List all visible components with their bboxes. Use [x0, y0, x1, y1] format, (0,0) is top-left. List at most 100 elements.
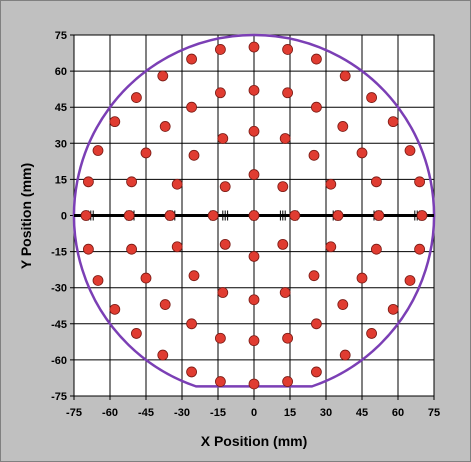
data-point [83, 176, 94, 188]
data-point [248, 125, 260, 137]
data-point [248, 335, 260, 347]
y-tick-label: -45 [51, 319, 67, 331]
data-point [248, 251, 260, 262]
data-point [387, 303, 399, 315]
data-point [164, 210, 176, 221]
data-point [188, 149, 200, 161]
data-point [186, 53, 198, 65]
y-tick-label: 75 [55, 30, 67, 42]
data-point [214, 87, 226, 99]
wafer-outline [72, 33, 436, 388]
data-point [214, 332, 226, 344]
data-point [356, 147, 368, 159]
data-point [248, 210, 260, 221]
data-point [157, 349, 169, 361]
y-tick-label: -30 [51, 283, 67, 295]
data-point [171, 178, 183, 190]
data-point [219, 238, 231, 250]
data-point [337, 299, 349, 310]
data-point [279, 133, 291, 144]
data-point [219, 181, 231, 193]
data-point [214, 376, 226, 387]
data-point [186, 318, 198, 330]
data-point [414, 176, 426, 188]
x-axis-title: X Position (mm) [201, 433, 308, 449]
data-point [123, 210, 135, 221]
data-point [248, 294, 260, 306]
data-point [130, 328, 142, 339]
data-point [366, 328, 378, 339]
y-tick-label: 45 [55, 102, 67, 114]
x-tick-label: 45 [356, 407, 368, 419]
data-point [289, 210, 301, 221]
data-point [248, 41, 260, 53]
x-tick-label: 60 [392, 407, 404, 419]
data-point [325, 241, 337, 253]
data-point [83, 243, 94, 255]
data-point [414, 243, 426, 255]
y-tick-label: -75 [51, 391, 67, 403]
data-point [404, 275, 416, 286]
data-point [356, 272, 368, 284]
data-point [140, 147, 152, 159]
data-point [126, 176, 138, 188]
x-tick-label: -60 [102, 407, 118, 419]
x-tick-label: 30 [320, 407, 332, 419]
x-tick-label: -15 [210, 407, 226, 419]
data-point [404, 145, 416, 156]
data-point [109, 116, 121, 128]
data-point [217, 133, 229, 144]
data-point [339, 70, 351, 82]
data-point [370, 176, 382, 188]
data-point [214, 44, 226, 55]
y-tick-label: 15 [55, 174, 67, 186]
data-point [159, 299, 171, 310]
data-points [80, 41, 428, 390]
x-tick-label: 15 [284, 407, 296, 419]
data-point [217, 287, 229, 298]
x-tick-label: -45 [138, 407, 154, 419]
data-point [109, 303, 121, 315]
data-point [159, 121, 171, 132]
x-tick-label: 75 [428, 407, 440, 419]
data-point [248, 378, 260, 390]
x-tick-label: -75 [66, 407, 82, 419]
data-point [387, 116, 399, 128]
data-point [310, 101, 322, 113]
data-point [207, 210, 219, 221]
data-point [186, 101, 198, 113]
data-point [310, 318, 322, 330]
data-point [248, 169, 260, 180]
x-tick-label: -30 [174, 407, 190, 419]
data-point [92, 275, 104, 286]
data-point [282, 332, 294, 344]
data-point [277, 238, 289, 250]
data-point [339, 349, 351, 361]
y-tick-label: 60 [55, 66, 67, 78]
data-point [370, 243, 382, 255]
data-point [366, 92, 378, 103]
data-point [373, 210, 385, 221]
data-point [416, 210, 428, 221]
data-point [248, 84, 260, 96]
data-point [157, 70, 169, 82]
data-point [130, 92, 142, 103]
data-point [282, 87, 294, 99]
x-tick-labels: -75 -60 -45 -30 -15 0 15 30 45 60 75 [66, 407, 440, 419]
y-axis-title: Y Position (mm) [18, 163, 34, 269]
data-point [282, 44, 294, 55]
x-tick-label: 0 [251, 407, 257, 419]
y-tick-labels: 75 60 45 30 15 0 -15 -30 -45 -60 -75 [51, 30, 67, 403]
data-point [310, 53, 322, 65]
data-point [332, 210, 344, 221]
data-point [308, 270, 320, 282]
data-point [92, 145, 104, 156]
data-point [337, 121, 349, 132]
data-point [308, 149, 320, 161]
data-point [171, 241, 183, 253]
data-point [282, 376, 294, 387]
y-tick-label: 30 [55, 138, 67, 150]
y-tick-label: -60 [51, 355, 67, 367]
data-point [277, 181, 289, 193]
